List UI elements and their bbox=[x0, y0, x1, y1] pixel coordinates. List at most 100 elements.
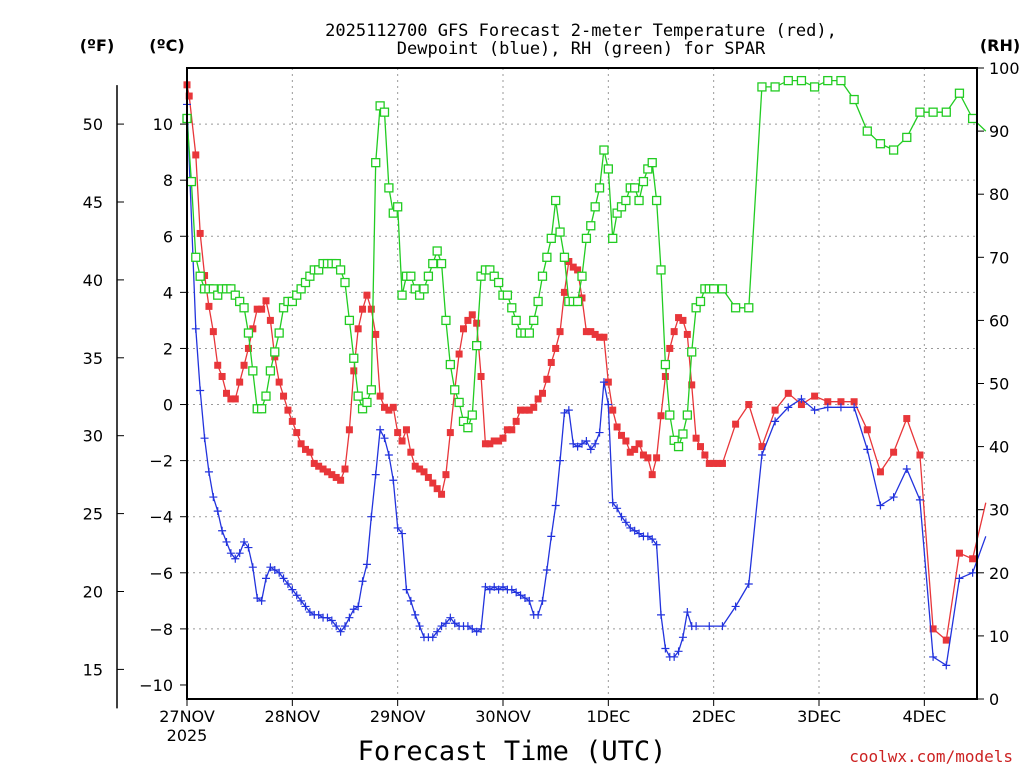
temperature-point bbox=[280, 392, 288, 400]
temperature-point bbox=[236, 378, 244, 386]
x-tick-label: 1DEC bbox=[586, 707, 630, 726]
dewpoint-point bbox=[389, 476, 398, 485]
rh-tick-label: 40 bbox=[989, 438, 1009, 457]
rh-point bbox=[915, 107, 925, 117]
temperature-point bbox=[666, 344, 674, 352]
dewpoint-point bbox=[257, 596, 266, 605]
dewpoint-point bbox=[367, 512, 376, 521]
temperature-point bbox=[468, 311, 476, 319]
dewpoint-point bbox=[876, 501, 885, 510]
dewpoint-point bbox=[683, 608, 692, 617]
dewpoint-point bbox=[380, 434, 389, 443]
dewpoint-point bbox=[674, 647, 683, 656]
dewpoint-point bbox=[512, 588, 521, 597]
rh-tick-label: 0 bbox=[989, 690, 999, 709]
temperature-point bbox=[890, 448, 898, 456]
rh-point bbox=[559, 252, 570, 262]
temperature-point bbox=[363, 291, 371, 299]
temperature-point bbox=[214, 361, 222, 369]
dewpoint-point bbox=[235, 549, 244, 558]
dewpoint-point bbox=[406, 596, 415, 605]
dewpoint-point bbox=[810, 406, 819, 415]
dewpoint-point bbox=[402, 585, 411, 594]
temperature-point bbox=[306, 448, 314, 456]
dewpoint-point bbox=[275, 568, 284, 577]
temperature-point bbox=[460, 325, 467, 333]
temperature-point bbox=[837, 398, 845, 406]
dewpoint-point bbox=[705, 622, 714, 631]
rh-point bbox=[572, 296, 583, 307]
dewpoint-point bbox=[196, 386, 205, 395]
temperature-point bbox=[240, 361, 248, 369]
temperature-point bbox=[429, 479, 437, 487]
temperature-point bbox=[266, 316, 274, 324]
temperature-point bbox=[653, 454, 661, 462]
temperature-point bbox=[407, 448, 415, 456]
rh-point bbox=[888, 145, 899, 155]
dewpoint-point bbox=[582, 436, 591, 445]
series-temperature bbox=[183, 81, 987, 644]
rh-point bbox=[809, 82, 820, 92]
temperature-point bbox=[705, 459, 713, 467]
dewpoint-point bbox=[218, 526, 227, 535]
temperature-point bbox=[420, 468, 428, 476]
dewpoint-point bbox=[327, 616, 336, 625]
dewpoint-point bbox=[797, 394, 806, 403]
celsius-tick-label: −8 bbox=[149, 620, 173, 639]
dewpoint-point bbox=[279, 574, 288, 583]
temperature-point bbox=[411, 462, 419, 470]
temperature-point bbox=[517, 406, 525, 414]
temperature-point bbox=[218, 372, 226, 380]
temperature-point bbox=[596, 333, 604, 341]
temperature-point bbox=[473, 319, 481, 327]
rh-point bbox=[660, 359, 671, 370]
rh-point bbox=[586, 221, 596, 231]
temperature-point bbox=[192, 151, 200, 159]
rh-point bbox=[467, 410, 477, 420]
dewpoint-point bbox=[955, 574, 964, 583]
dewpoint-point bbox=[652, 540, 661, 549]
x-tick-label: 4DEC bbox=[902, 707, 946, 726]
celsius-tick-label: 6 bbox=[163, 227, 173, 246]
dewpoint-point bbox=[929, 652, 938, 661]
dewpoint-point bbox=[288, 585, 297, 594]
dewpoint-point bbox=[358, 577, 367, 586]
temperature-point bbox=[209, 328, 217, 336]
rh-tick-label: 50 bbox=[989, 375, 1009, 394]
temperature-point bbox=[323, 468, 331, 476]
rh-point bbox=[423, 271, 434, 281]
temperature-point bbox=[341, 465, 349, 473]
rh-point bbox=[555, 227, 565, 237]
temperature-point bbox=[288, 417, 296, 425]
temperature-point bbox=[196, 229, 204, 237]
temperature-point bbox=[552, 344, 560, 352]
rh-tick-label: 30 bbox=[989, 501, 1009, 520]
rh-point bbox=[673, 441, 684, 452]
dewpoint-point bbox=[481, 582, 490, 591]
temperature-point bbox=[284, 406, 292, 414]
temperature-point bbox=[732, 420, 740, 428]
rh-point bbox=[862, 126, 872, 136]
rh-point bbox=[472, 340, 482, 351]
rh-point bbox=[441, 315, 451, 326]
dewpoint-point bbox=[301, 602, 310, 611]
rh-point bbox=[524, 328, 534, 338]
dewpoint-point bbox=[516, 591, 525, 600]
temperature-point bbox=[231, 395, 239, 403]
dewpoint-point bbox=[283, 580, 292, 589]
temperature-point bbox=[310, 459, 318, 467]
dewpoint-point bbox=[538, 596, 547, 605]
rh-point bbox=[366, 385, 376, 395]
temperature-point bbox=[539, 389, 546, 397]
temperature-point bbox=[955, 549, 963, 557]
dewpoint-point bbox=[314, 610, 323, 619]
rh-point bbox=[634, 195, 644, 206]
dewpoint-point bbox=[630, 526, 639, 535]
temperature-point bbox=[398, 437, 406, 445]
dewpoint-point bbox=[266, 563, 275, 572]
rh-point bbox=[941, 107, 951, 117]
temperature-point bbox=[745, 401, 753, 409]
dewpoint-point bbox=[376, 425, 385, 434]
rh-point bbox=[537, 271, 548, 281]
temperature-point bbox=[481, 440, 489, 448]
